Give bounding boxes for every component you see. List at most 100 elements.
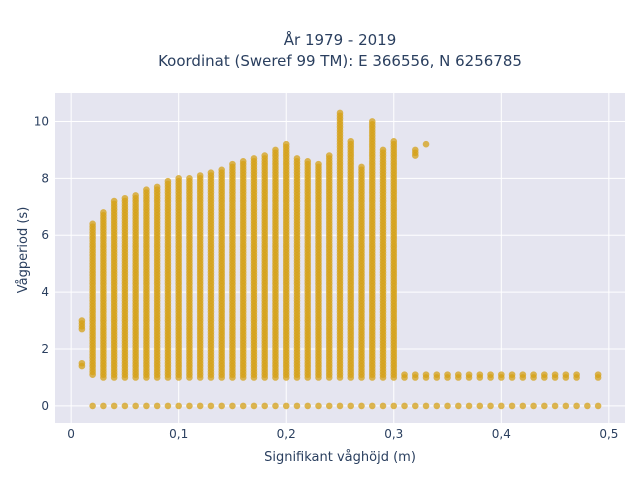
data-point bbox=[358, 402, 365, 410]
data-point bbox=[78, 359, 86, 367]
data-point bbox=[347, 402, 355, 410]
data-point bbox=[465, 371, 473, 378]
data-point bbox=[325, 402, 333, 410]
data-point bbox=[132, 402, 139, 410]
data-point bbox=[153, 183, 161, 191]
data-point bbox=[573, 402, 580, 410]
data-point bbox=[455, 371, 462, 378]
data-point bbox=[541, 402, 548, 410]
data-point bbox=[239, 402, 247, 410]
data-point bbox=[175, 402, 182, 410]
data-point bbox=[175, 175, 182, 182]
data-point bbox=[143, 186, 150, 194]
data-point bbox=[411, 402, 419, 410]
data-point bbox=[143, 402, 150, 410]
data-point bbox=[433, 371, 441, 378]
data-point bbox=[110, 402, 118, 410]
data-point bbox=[121, 402, 129, 410]
data-point bbox=[132, 192, 139, 199]
data-point bbox=[530, 371, 537, 378]
data-point bbox=[594, 402, 602, 410]
data-point bbox=[196, 402, 204, 410]
data-point bbox=[164, 177, 172, 185]
data-point bbox=[89, 402, 96, 410]
data-point bbox=[293, 155, 301, 162]
data-point bbox=[562, 371, 570, 378]
x-tick-label: 0,5 bbox=[599, 427, 618, 441]
data-point bbox=[584, 402, 591, 410]
data-point bbox=[250, 155, 258, 162]
y-axis-ticks: 0 2 4 6 8 10 bbox=[34, 114, 49, 412]
data-point bbox=[444, 402, 451, 410]
data-point bbox=[250, 402, 258, 410]
data-point bbox=[282, 402, 290, 410]
data-point bbox=[519, 402, 527, 410]
data-point bbox=[218, 166, 225, 174]
data-point bbox=[261, 402, 269, 410]
data-point bbox=[508, 371, 516, 378]
data-point bbox=[476, 371, 484, 378]
data-point bbox=[121, 194, 129, 202]
y-tick-label: 0 bbox=[41, 399, 49, 413]
data-point bbox=[411, 371, 419, 378]
x-tick-label: 0 bbox=[67, 427, 75, 441]
data-point bbox=[239, 157, 247, 165]
data-point bbox=[110, 197, 118, 205]
data-point bbox=[100, 209, 107, 216]
data-point bbox=[519, 371, 527, 378]
data-point bbox=[455, 402, 462, 410]
data-point bbox=[78, 317, 86, 324]
data-point bbox=[401, 371, 408, 378]
data-point bbox=[487, 402, 494, 410]
data-point bbox=[508, 402, 516, 410]
chart-title-line-2: Koordinat (Sweref 99 TM): E 366556, N 62… bbox=[158, 52, 522, 70]
data-point bbox=[551, 371, 559, 378]
data-point bbox=[315, 402, 322, 410]
data-point bbox=[498, 371, 505, 378]
data-point bbox=[272, 402, 279, 410]
data-point bbox=[433, 402, 441, 410]
data-point bbox=[186, 175, 193, 182]
y-axis-title: Vågperiod (s) bbox=[16, 207, 31, 294]
data-point bbox=[153, 402, 161, 410]
data-point bbox=[422, 402, 430, 410]
x-axis-ticks: 0 0,1 0,2 0,3 0,4 0,5 bbox=[67, 427, 618, 441]
data-point bbox=[272, 146, 279, 154]
data-point bbox=[293, 402, 301, 410]
data-point bbox=[444, 371, 451, 378]
data-point bbox=[325, 152, 333, 159]
data-point bbox=[261, 152, 269, 159]
x-axis-title: Signifikant våghöjd (m) bbox=[264, 450, 416, 465]
data-point bbox=[196, 172, 204, 179]
data-point bbox=[186, 402, 193, 410]
data-point bbox=[304, 402, 312, 410]
data-points bbox=[78, 109, 602, 410]
data-point bbox=[390, 138, 398, 145]
data-point bbox=[368, 402, 376, 410]
data-point bbox=[530, 402, 537, 410]
data-point bbox=[422, 371, 430, 378]
data-point bbox=[100, 402, 107, 410]
data-point bbox=[282, 140, 290, 148]
data-point bbox=[347, 138, 355, 145]
data-point bbox=[465, 402, 473, 410]
data-point bbox=[336, 402, 344, 410]
data-point bbox=[304, 157, 312, 165]
data-point bbox=[379, 146, 387, 154]
data-point bbox=[164, 402, 172, 410]
y-tick-label: 10 bbox=[34, 114, 49, 128]
data-point bbox=[573, 371, 580, 378]
data-point bbox=[229, 160, 236, 168]
data-point bbox=[411, 146, 419, 154]
x-tick-label: 0,4 bbox=[492, 427, 511, 441]
data-point bbox=[368, 118, 376, 125]
data-point bbox=[229, 402, 236, 410]
data-point bbox=[207, 169, 215, 176]
data-point bbox=[401, 402, 408, 410]
y-tick-label: 4 bbox=[41, 285, 49, 299]
y-tick-label: 6 bbox=[41, 228, 49, 242]
data-point bbox=[562, 402, 570, 410]
data-point bbox=[207, 402, 215, 410]
data-point bbox=[89, 220, 96, 228]
